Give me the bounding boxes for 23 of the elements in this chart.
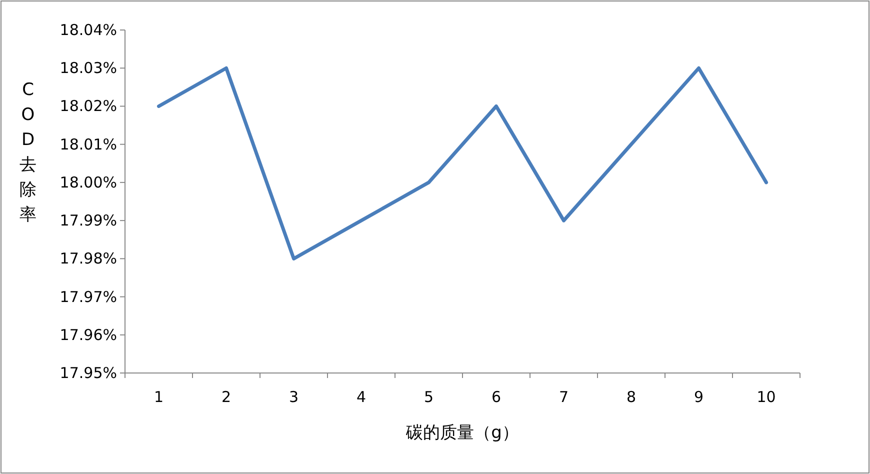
x-tick-label: 7 (558, 388, 569, 406)
y-tick-label: 17.96% (60, 326, 117, 344)
y-tick-label: 18.03% (60, 59, 117, 78)
x-tick-label: 1 (154, 388, 164, 406)
y-tick-label: 18.01% (60, 135, 117, 154)
x-tick-label: 6 (491, 388, 502, 406)
y-tick-label: 17.99% (60, 212, 117, 230)
x-tick-label: 3 (288, 388, 299, 406)
x-tick-label: 4 (356, 388, 366, 406)
x-tick-label: 9 (694, 388, 704, 406)
x-tick-label: 5 (424, 388, 434, 406)
y-tick-label: 17.98% (60, 250, 117, 268)
y-tick-label: 18.00% (60, 173, 117, 192)
x-tick-label: 10 (756, 388, 776, 406)
y-tick-label: 17.97% (60, 288, 117, 306)
x-axis-title: 碳的质量（g） (405, 423, 519, 443)
x-tick-label: 8 (626, 388, 636, 406)
y-tick-label: 18.04% (60, 21, 117, 39)
y-tick-label: 18.02% (60, 97, 117, 116)
x-tick-label: 2 (221, 388, 232, 406)
line-series (157, 66, 768, 260)
y-tick-label: 17.95% (60, 364, 117, 382)
y-axis-title: COD去除率 (20, 80, 36, 225)
